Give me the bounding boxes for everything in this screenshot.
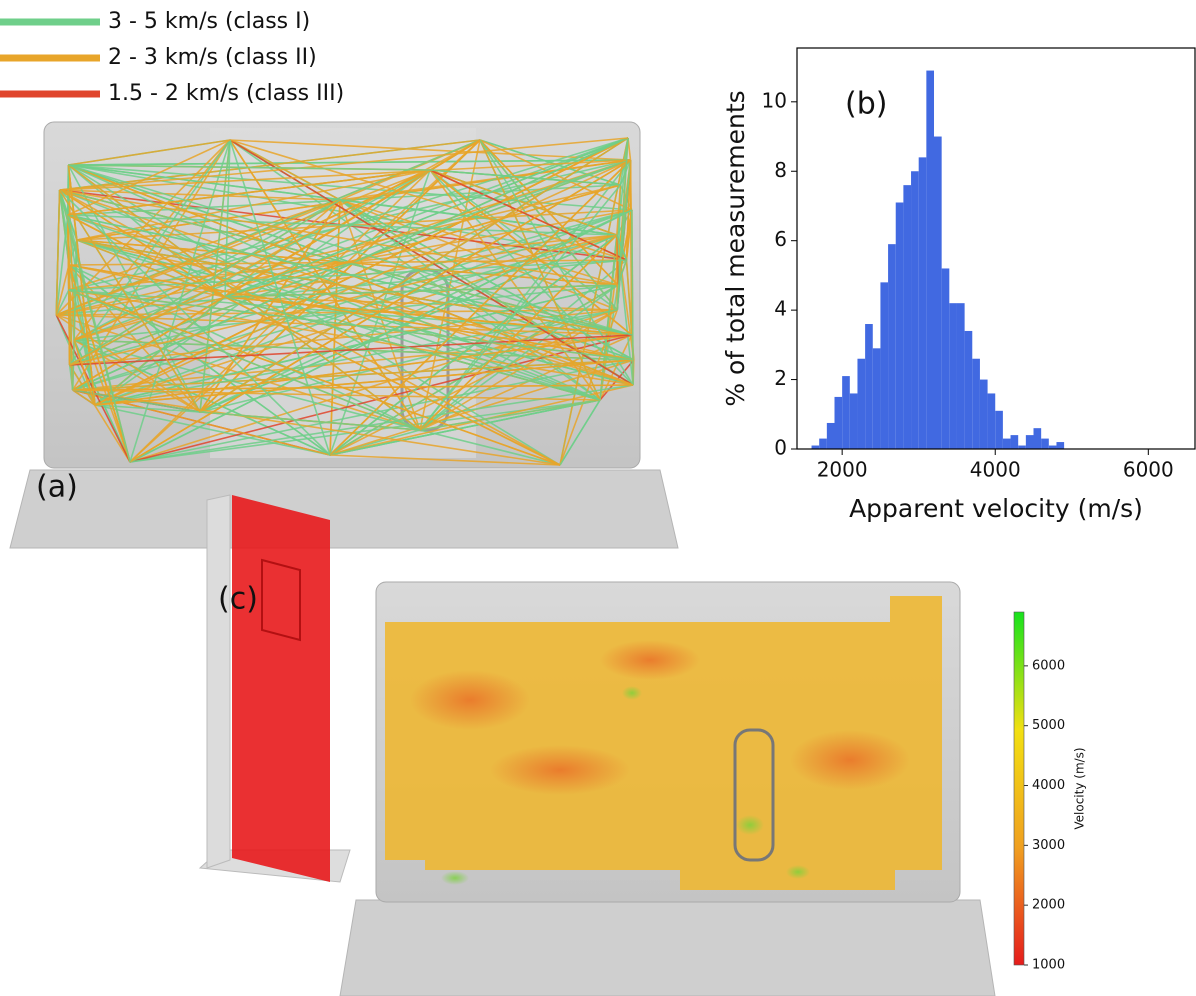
- y-tick-label: 10: [762, 88, 787, 112]
- bar: [919, 157, 927, 449]
- bar: [1034, 428, 1042, 449]
- ray-legend: 3 - 5 km/s (class I) 2 - 3 km/s (class II…: [0, 9, 344, 106]
- colorbar-tick-label: 3000: [1032, 838, 1065, 853]
- bar: [819, 439, 827, 449]
- panel-label: (a): [36, 470, 78, 505]
- y-axis-label: % of total measurements: [721, 90, 750, 406]
- colorbar-label: Velocity (m/s): [1073, 747, 1087, 829]
- x-tick-label: 2000: [817, 458, 868, 482]
- bar: [980, 380, 988, 449]
- bar: [1011, 435, 1019, 449]
- colorbar-tick-label: 5000: [1032, 718, 1065, 733]
- colorbar: 1000 2000 3000 4000 5000 6000 Velocity (m/s): [1014, 612, 1087, 973]
- bar: [888, 244, 896, 449]
- bar: [880, 282, 888, 449]
- bar: [1026, 435, 1034, 449]
- histogram: 0 2 4 6 8 10 2000 4000 6000 Apparent velocity (m/…: [721, 48, 1195, 523]
- bar: [873, 348, 881, 449]
- bar: [865, 324, 873, 449]
- y-tick-label: 0: [774, 436, 787, 460]
- bar: [1003, 439, 1011, 449]
- y-tick-label: 6: [774, 227, 787, 251]
- colorbar-tick-label: 4000: [1032, 778, 1065, 793]
- x-tick-label: 6000: [1123, 458, 1174, 482]
- bar: [926, 71, 934, 449]
- bar: [1056, 442, 1064, 449]
- bar: [949, 303, 957, 449]
- bar: [835, 397, 843, 449]
- bar: [995, 411, 1003, 449]
- ray-path: [69, 290, 70, 365]
- bar: [942, 268, 950, 449]
- bar: [957, 303, 965, 449]
- bar: [850, 393, 858, 449]
- bar: [842, 376, 850, 449]
- page: 3 - 5 km/s (class I) 2 - 3 km/s (class II…: [0, 0, 1196, 996]
- colorbar-tick-label: 1000: [1032, 958, 1065, 973]
- x-tick-label: 4000: [970, 458, 1021, 482]
- panel-label: (c): [218, 582, 258, 617]
- legend-label: 3 - 5 km/s (class I): [108, 9, 310, 34]
- colorbar-scale: [1014, 612, 1024, 965]
- y-tick-label: 8: [774, 158, 787, 182]
- bar: [911, 171, 919, 449]
- legend-label: 1.5 - 2 km/s (class III): [108, 81, 344, 106]
- bar: [972, 359, 980, 449]
- bar: [934, 137, 942, 449]
- colorbar-tick-label: 6000: [1032, 658, 1065, 673]
- bar: [896, 202, 904, 449]
- bar: [857, 359, 865, 449]
- panel-label: (b): [845, 87, 887, 122]
- bar: [903, 185, 911, 449]
- bar: [965, 331, 973, 449]
- legend-label: 2 - 3 km/s (class II): [108, 45, 317, 70]
- panel-c-image: [200, 495, 995, 996]
- y-tick-label: 4: [774, 297, 787, 321]
- y-tick-label: 2: [774, 366, 787, 390]
- figure: 3 - 5 km/s (class I) 2 - 3 km/s (class II…: [0, 0, 1196, 996]
- bar: [988, 393, 996, 449]
- x-axis-label: Apparent velocity (m/s): [849, 494, 1143, 523]
- bar: [1041, 439, 1049, 449]
- bar: [827, 423, 835, 449]
- colorbar-tick-label: 2000: [1032, 898, 1065, 913]
